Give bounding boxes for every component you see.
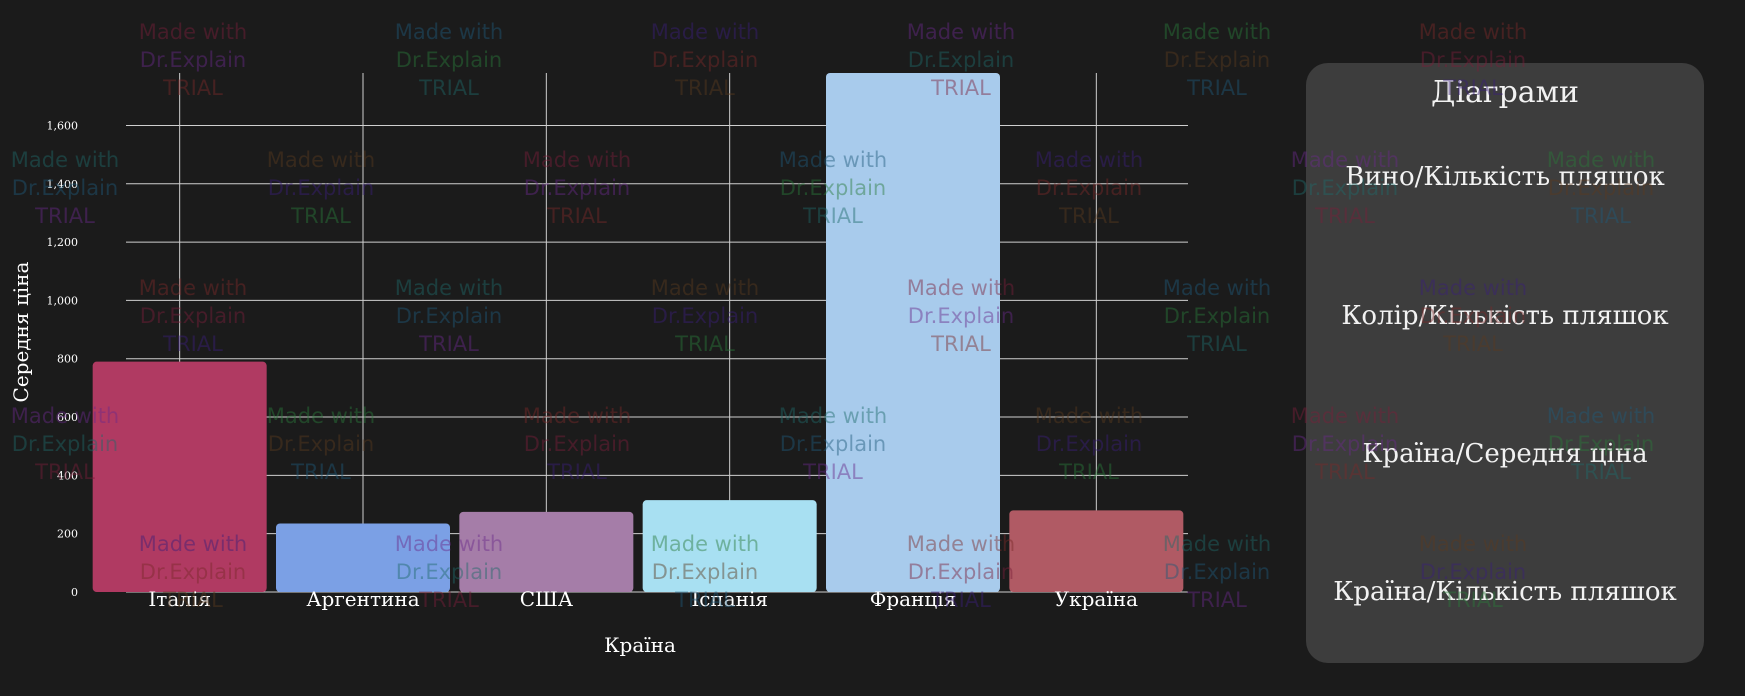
y-tick-label: 1,400 [47,178,79,191]
x-tick-label: Франція [870,587,957,611]
chart-country-price-button[interactable]: Країна/Середня ціна [1362,439,1648,469]
x-tick-label: Італія [148,587,211,611]
bars [92,73,1184,592]
chart-country-bottles-button[interactable]: Країна/Кількість пляшок [1333,577,1677,607]
x-tick-label: Україна [1055,587,1138,611]
chart-color-bottles-button[interactable]: Колір/Кількість пляшок [1341,301,1669,331]
bar-3 [459,511,634,592]
x-axis-title: Країна [604,633,676,657]
y-tick-label: 800 [57,353,78,366]
bar-chart: 0 200 400 600 800 1,000 1,200 1,400 1,600 Італія… [9,73,1188,657]
bar-5 [826,73,1000,592]
chart-wine-bottles-button[interactable]: Вино/Кількість пляшок [1345,162,1665,192]
bar-4 [642,500,817,592]
y-tick-label: 0 [71,586,78,599]
charts-panel: Діаграми Вино/Кількість пляшок Колір/Кіл… [1306,63,1704,663]
x-tick-label: Аргентина [306,587,419,611]
panel-title: Діаграми [1430,75,1579,110]
y-tick-label: 400 [57,469,78,482]
x-tick-label: США [520,587,573,611]
y-axis-title: Середня ціна [9,261,33,402]
x-tick-label: Іспанія [691,587,768,611]
y-tick-label: 1,000 [47,294,79,307]
y-tick-label: 600 [57,411,78,424]
x-axis-ticks: Італія Аргентина США Іспанія Франція Україна [148,587,1138,611]
y-axis-ticks: 0 200 400 600 800 1,000 1,200 1,400 1,600 [47,119,79,599]
y-tick-label: 200 [57,528,78,541]
y-tick-label: 1,600 [47,119,79,132]
y-tick-label: 1,200 [47,236,79,249]
bar-1 [92,361,267,592]
bar-6 [1009,510,1184,592]
bar-2 [276,523,450,592]
